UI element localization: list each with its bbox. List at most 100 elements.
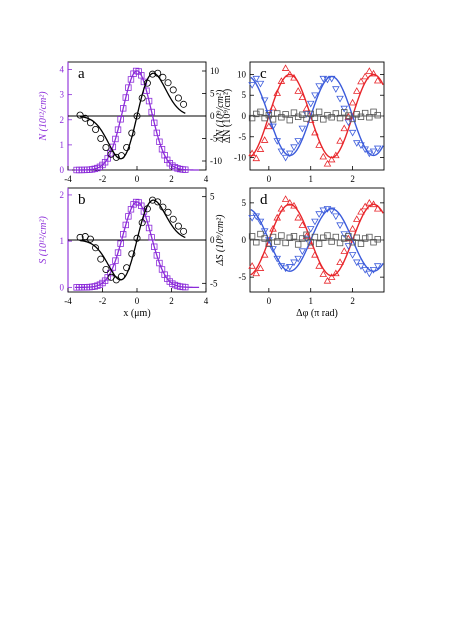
data-point [361, 146, 369, 154]
data-point [294, 255, 302, 263]
data-point [274, 110, 281, 117]
data-point [327, 155, 336, 163]
data-point [261, 235, 268, 242]
y-tick-label-left: 3 [60, 90, 65, 100]
data-point [128, 129, 136, 137]
y-tick-label: 5 [242, 198, 247, 208]
x-tick-label: 2 [169, 174, 174, 184]
data-point [281, 64, 290, 71]
data-point [336, 239, 344, 247]
data-point [257, 230, 264, 238]
data-point [169, 86, 177, 94]
y-tick-label-right: 0 [210, 111, 215, 121]
data-point [143, 205, 151, 213]
data-point [277, 204, 286, 212]
data-point [285, 264, 294, 271]
data-point [117, 152, 125, 160]
data-point [327, 207, 336, 215]
y-tick-label-left: 2 [60, 115, 65, 125]
data-point [336, 137, 344, 144]
data-point [256, 145, 265, 152]
data-point [180, 227, 188, 235]
data-point [145, 97, 153, 105]
data-point [352, 259, 361, 267]
data-point [138, 219, 146, 227]
data-point [269, 103, 277, 111]
panel-label: b [78, 192, 86, 208]
gaussian-fit-line [74, 70, 200, 171]
y-axis-title-left: S (10¹²/cm²) [38, 216, 49, 264]
data-point [311, 128, 319, 136]
data-point [248, 114, 256, 122]
data-point [369, 200, 378, 208]
data-point [290, 201, 298, 209]
y-tick-label-right: 5 [210, 192, 215, 202]
data-point [123, 143, 131, 151]
panel-label: d [260, 192, 268, 208]
data-point [153, 252, 161, 259]
data-point [348, 252, 357, 259]
data-point [120, 231, 127, 238]
data-point [332, 269, 340, 277]
data-point [361, 109, 369, 117]
data-point [260, 250, 269, 258]
data-point [290, 73, 298, 81]
data-point [306, 100, 315, 108]
data-point [361, 202, 369, 210]
data-point [341, 109, 348, 116]
data-point [265, 240, 273, 247]
data-point [366, 233, 373, 241]
x-tick-label: 1 [308, 296, 313, 306]
x-axis-title: x (μm) [123, 308, 150, 319]
data-point [348, 129, 357, 137]
data-point [323, 159, 332, 167]
data-point [348, 98, 357, 106]
data-point [290, 259, 298, 267]
fit-line-blue [250, 75, 384, 157]
y-tick-label: -5 [239, 272, 247, 282]
data-point [265, 109, 273, 117]
data-point [328, 114, 335, 121]
data-point [294, 213, 302, 221]
data-point [307, 110, 314, 118]
data-point [319, 152, 328, 160]
y-tick-label: 5 [242, 90, 247, 100]
y-tick-label-right: -10 [210, 156, 222, 166]
data-point [340, 247, 349, 254]
y-tick-label: 0 [242, 235, 247, 245]
data-point [112, 257, 119, 264]
data-point [315, 141, 323, 148]
data-point [303, 115, 310, 122]
data-point [352, 87, 361, 94]
x-tick-label: -4 [64, 174, 72, 184]
data-point [269, 116, 277, 123]
data-point [138, 94, 146, 102]
data-point [361, 266, 369, 274]
x-tick-label: 4 [204, 296, 209, 306]
data-point [252, 269, 261, 277]
data-point [107, 150, 114, 157]
data-point [256, 264, 265, 271]
data-point [107, 150, 115, 158]
data-point [374, 111, 381, 119]
data-point [248, 149, 256, 157]
data-point [274, 238, 281, 245]
data-point [373, 204, 382, 212]
data-point [332, 151, 340, 159]
data-point [327, 75, 336, 83]
x-tick-label: 0 [267, 174, 272, 184]
data-point [112, 135, 119, 143]
y-axis-title-right: ΔN (10⁹/cm²) [222, 89, 233, 143]
data-point [324, 111, 331, 119]
data-point [273, 255, 282, 263]
data-point [373, 145, 382, 153]
y-tick-label-left: 4 [60, 65, 65, 75]
data-point [315, 211, 323, 218]
data-point [311, 92, 319, 100]
y-axis-title-left: N (10¹²/cm²) [38, 91, 49, 142]
data-point [374, 236, 381, 243]
data-point [345, 233, 352, 240]
data-point [154, 69, 162, 77]
